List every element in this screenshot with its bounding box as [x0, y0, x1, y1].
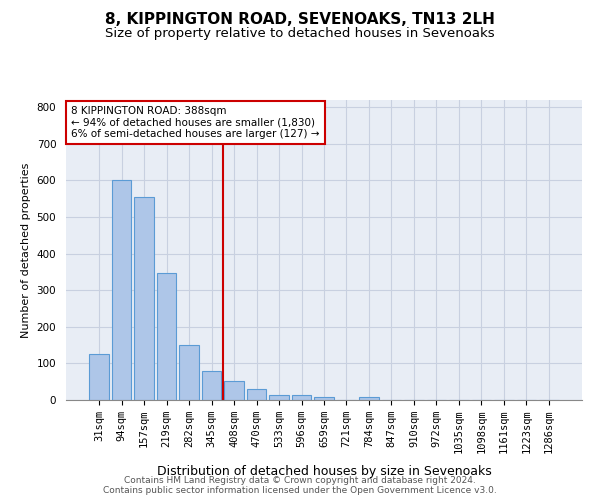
Text: Size of property relative to detached houses in Sevenoaks: Size of property relative to detached ho…: [105, 28, 495, 40]
Bar: [157, 273, 176, 400]
Bar: [247, 389, 266, 400]
Bar: [112, 180, 131, 400]
Bar: [314, 397, 334, 400]
Y-axis label: Number of detached properties: Number of detached properties: [21, 162, 31, 338]
Text: 8, KIPPINGTON ROAD, SEVENOAKS, TN13 2LH: 8, KIPPINGTON ROAD, SEVENOAKS, TN13 2LH: [105, 12, 495, 28]
Bar: [292, 395, 311, 400]
Bar: [202, 372, 221, 400]
Bar: [224, 381, 244, 400]
X-axis label: Distribution of detached houses by size in Sevenoaks: Distribution of detached houses by size …: [157, 464, 491, 477]
Bar: [359, 397, 379, 400]
Bar: [179, 345, 199, 400]
Text: 8 KIPPINGTON ROAD: 388sqm
← 94% of detached houses are smaller (1,830)
6% of sem: 8 KIPPINGTON ROAD: 388sqm ← 94% of detac…: [71, 106, 320, 139]
Bar: [134, 197, 154, 400]
Bar: [89, 354, 109, 400]
Bar: [269, 395, 289, 400]
Text: Contains HM Land Registry data © Crown copyright and database right 2024.
Contai: Contains HM Land Registry data © Crown c…: [103, 476, 497, 495]
